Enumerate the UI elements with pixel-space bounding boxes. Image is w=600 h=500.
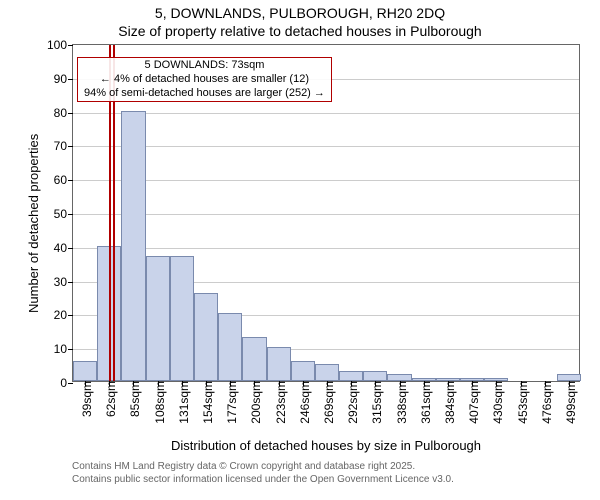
plot-area: 010203040506070809010039sqm62sqm85sqm108… xyxy=(72,44,580,382)
x-tick-label: 361sqm xyxy=(415,381,433,424)
header: 5, DOWNLANDS, PULBOROUGH, RH20 2DQ Size … xyxy=(0,0,600,40)
histogram-bar xyxy=(73,361,97,381)
y-tick-mark xyxy=(68,315,73,316)
histogram-bar xyxy=(267,347,291,381)
histogram-plot: 010203040506070809010039sqm62sqm85sqm108… xyxy=(72,44,580,382)
x-tick-label: 246sqm xyxy=(294,381,312,424)
gridline xyxy=(73,146,579,147)
y-tick-mark xyxy=(68,214,73,215)
x-tick-mark xyxy=(206,381,207,386)
gridline xyxy=(73,248,579,249)
x-tick-label: 62sqm xyxy=(100,381,118,417)
chart-container: 5, DOWNLANDS, PULBOROUGH, RH20 2DQ Size … xyxy=(0,0,600,500)
x-tick-mark xyxy=(158,381,159,386)
x-tick-label: 499sqm xyxy=(560,381,578,424)
histogram-bar xyxy=(218,313,242,381)
x-tick-label: 384sqm xyxy=(439,381,457,424)
y-tick-mark xyxy=(68,248,73,249)
y-tick-mark xyxy=(68,349,73,350)
x-tick-label: 453sqm xyxy=(512,381,530,424)
x-axis-title: Distribution of detached houses by size … xyxy=(72,438,580,453)
x-tick-mark xyxy=(230,381,231,386)
gridline xyxy=(73,113,579,114)
histogram-bar xyxy=(291,361,315,381)
histogram-bar xyxy=(121,111,145,381)
annotation-box: 5 DOWNLANDS: 73sqm← 4% of detached house… xyxy=(77,57,332,102)
y-tick-mark xyxy=(68,282,73,283)
x-tick-label: 338sqm xyxy=(391,381,409,424)
histogram-bar xyxy=(363,371,387,381)
x-tick-label: 430sqm xyxy=(487,381,505,424)
x-tick-label: 292sqm xyxy=(342,381,360,424)
annotation-line: 94% of semi-detached houses are larger (… xyxy=(84,87,325,101)
x-tick-label: 85sqm xyxy=(124,381,142,417)
y-tick-mark xyxy=(68,146,73,147)
x-tick-label: 154sqm xyxy=(197,381,215,424)
x-tick-label: 269sqm xyxy=(318,381,336,424)
x-tick-mark xyxy=(182,381,183,386)
x-tick-mark xyxy=(351,381,352,386)
x-tick-label: 476sqm xyxy=(536,381,554,424)
histogram-bar xyxy=(315,364,339,381)
histogram-bar xyxy=(557,374,581,381)
x-tick-label: 200sqm xyxy=(245,381,263,424)
y-tick-mark xyxy=(68,383,73,384)
x-tick-mark xyxy=(254,381,255,386)
gridline xyxy=(73,180,579,181)
footer-line-1: Contains HM Land Registry data © Crown c… xyxy=(72,460,454,473)
x-tick-mark xyxy=(521,381,522,386)
x-tick-label: 108sqm xyxy=(149,381,167,424)
x-tick-mark xyxy=(279,381,280,386)
histogram-bar xyxy=(242,337,266,381)
x-tick-mark xyxy=(496,381,497,386)
x-tick-mark xyxy=(569,381,570,386)
annotation-line: ← 4% of detached houses are smaller (12) xyxy=(84,73,325,87)
x-tick-label: 177sqm xyxy=(221,381,239,424)
x-tick-label: 407sqm xyxy=(463,381,481,424)
footer-line-2: Contains public sector information licen… xyxy=(72,473,454,486)
x-tick-mark xyxy=(85,381,86,386)
y-tick-mark xyxy=(68,180,73,181)
y-tick-mark xyxy=(68,45,73,46)
x-tick-mark xyxy=(303,381,304,386)
x-tick-label: 131sqm xyxy=(173,381,191,424)
x-tick-mark xyxy=(375,381,376,386)
histogram-bar xyxy=(194,293,218,381)
x-tick-mark xyxy=(545,381,546,386)
gridline xyxy=(73,214,579,215)
histogram-bar xyxy=(170,256,194,381)
y-tick-mark xyxy=(68,113,73,114)
address-line: 5, DOWNLANDS, PULBOROUGH, RH20 2DQ xyxy=(0,4,600,22)
x-tick-mark xyxy=(133,381,134,386)
y-tick-mark xyxy=(68,79,73,80)
histogram-bar xyxy=(339,371,363,381)
x-tick-mark xyxy=(424,381,425,386)
annotation-line: 5 DOWNLANDS: 73sqm xyxy=(84,59,325,73)
y-axis-title: Number of detached properties xyxy=(26,134,41,313)
x-tick-mark xyxy=(400,381,401,386)
x-tick-label: 223sqm xyxy=(270,381,288,424)
x-tick-mark xyxy=(327,381,328,386)
x-tick-mark xyxy=(472,381,473,386)
x-tick-mark xyxy=(448,381,449,386)
histogram-bar xyxy=(387,374,411,381)
x-tick-label: 315sqm xyxy=(366,381,384,424)
histogram-bar xyxy=(146,256,170,381)
subtitle-line: Size of property relative to detached ho… xyxy=(0,22,600,40)
footer-attribution: Contains HM Land Registry data © Crown c… xyxy=(72,460,454,486)
x-tick-label: 39sqm xyxy=(76,381,94,417)
x-tick-mark xyxy=(109,381,110,386)
